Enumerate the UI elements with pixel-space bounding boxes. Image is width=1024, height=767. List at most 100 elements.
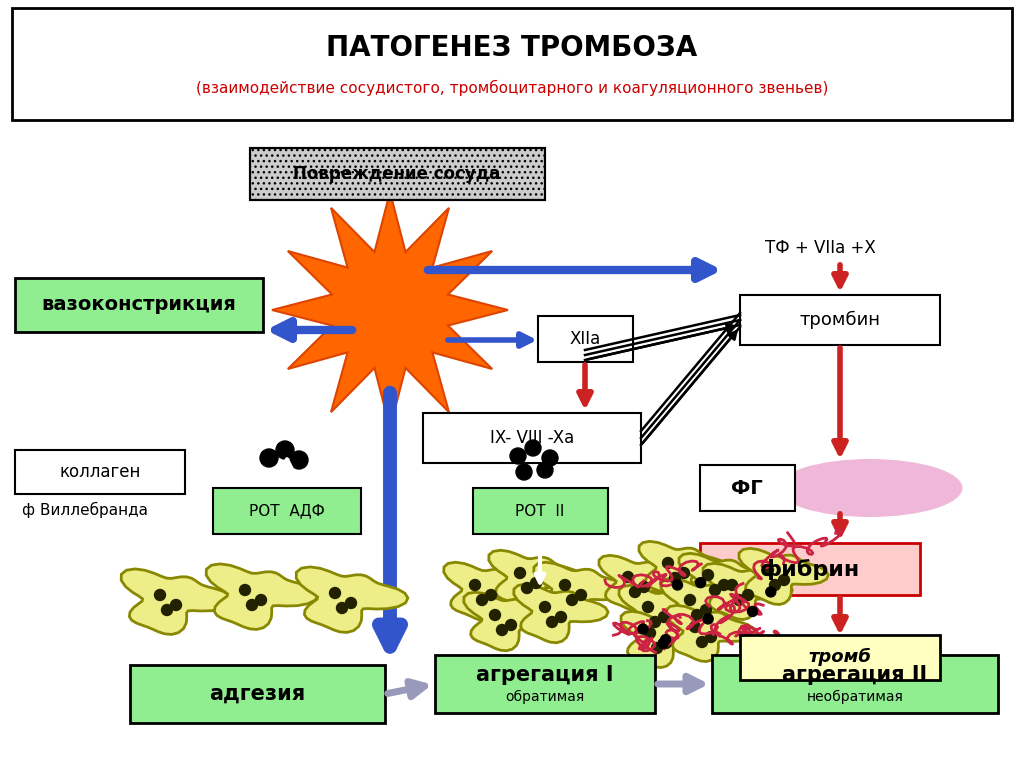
Circle shape [256, 594, 266, 605]
Polygon shape [296, 567, 408, 633]
Text: ПАТОГЕНЕЗ ТРОМБОЗА: ПАТОГЕНЕЗ ТРОМБОЗА [327, 34, 697, 62]
Circle shape [651, 643, 663, 653]
Circle shape [766, 587, 776, 597]
Circle shape [489, 610, 501, 621]
Bar [15, 278, 263, 332]
Ellipse shape [777, 459, 963, 517]
Text: тромб: тромб [809, 648, 871, 666]
Circle shape [696, 637, 708, 647]
Circle shape [769, 580, 780, 591]
Circle shape [506, 620, 516, 630]
Text: вазоконстрикция: вазоконстрикция [42, 295, 237, 314]
Text: тромбин: тромбин [800, 311, 881, 329]
Circle shape [673, 580, 682, 590]
Circle shape [559, 580, 570, 591]
Circle shape [663, 558, 674, 568]
Circle shape [706, 631, 717, 643]
Circle shape [763, 565, 773, 575]
Circle shape [530, 578, 542, 588]
Bar [700, 543, 920, 595]
Circle shape [276, 441, 294, 459]
Bar [435, 655, 655, 713]
Bar [130, 665, 385, 723]
Circle shape [516, 464, 532, 480]
Text: ФГ: ФГ [731, 479, 763, 498]
Circle shape [658, 611, 670, 623]
Circle shape [695, 578, 706, 588]
Bar [712, 655, 998, 713]
Polygon shape [702, 563, 793, 620]
Text: ф Виллебранда: ф Виллебранда [22, 502, 148, 518]
Bar [700, 465, 795, 511]
Polygon shape [272, 192, 508, 428]
Text: РОТ  АДФ: РОТ АДФ [249, 503, 325, 518]
Circle shape [638, 624, 648, 634]
Text: адгезия: адгезия [209, 684, 305, 704]
Circle shape [700, 604, 712, 615]
Circle shape [702, 570, 714, 581]
Circle shape [247, 600, 257, 611]
Polygon shape [514, 584, 608, 643]
Bar [213, 488, 361, 534]
Circle shape [710, 584, 721, 595]
Circle shape [547, 617, 557, 627]
Circle shape [337, 603, 347, 614]
Circle shape [155, 590, 166, 601]
Text: РОТ  II: РОТ II [515, 503, 564, 518]
Circle shape [162, 604, 172, 615]
Circle shape [703, 614, 713, 624]
Polygon shape [206, 564, 317, 630]
Polygon shape [660, 578, 751, 634]
Circle shape [260, 449, 278, 467]
Circle shape [485, 590, 497, 601]
Circle shape [748, 607, 758, 617]
Text: коллаген: коллаген [59, 463, 140, 481]
Circle shape [525, 440, 541, 456]
Circle shape [689, 621, 700, 633]
Circle shape [540, 601, 551, 613]
Circle shape [537, 462, 553, 478]
Bar [250, 148, 545, 200]
Circle shape [649, 617, 660, 627]
Bar [740, 635, 940, 680]
Text: фибрин: фибрин [760, 558, 860, 580]
Circle shape [521, 582, 532, 594]
Bar [740, 295, 940, 345]
Polygon shape [488, 550, 583, 609]
Circle shape [330, 588, 341, 598]
Circle shape [555, 611, 566, 623]
Circle shape [778, 574, 790, 585]
Circle shape [630, 587, 640, 597]
Circle shape [684, 594, 695, 605]
Polygon shape [534, 562, 628, 621]
Circle shape [642, 601, 653, 613]
Bar [473, 488, 608, 534]
Circle shape [726, 580, 737, 591]
Text: обратимая: обратимая [506, 690, 585, 704]
Text: агрегация I: агрегация I [476, 665, 613, 685]
Circle shape [670, 572, 681, 584]
Polygon shape [739, 548, 828, 604]
Circle shape [623, 571, 634, 582]
Circle shape [240, 584, 251, 595]
Text: ТФ + VIIa +X: ТФ + VIIa +X [765, 239, 876, 257]
Circle shape [691, 610, 702, 621]
Polygon shape [618, 585, 709, 641]
Circle shape [660, 637, 672, 649]
Circle shape [733, 594, 744, 605]
Circle shape [719, 580, 729, 591]
Polygon shape [621, 611, 711, 667]
Circle shape [290, 451, 308, 469]
Bar [538, 316, 633, 362]
Circle shape [497, 624, 508, 636]
Text: необратимая: необратимая [807, 690, 903, 704]
Circle shape [575, 590, 587, 601]
Circle shape [476, 594, 487, 605]
Circle shape [566, 594, 578, 605]
Circle shape [660, 634, 671, 644]
Circle shape [510, 448, 526, 464]
Polygon shape [464, 592, 558, 650]
Polygon shape [666, 605, 756, 661]
Circle shape [542, 450, 558, 466]
Circle shape [679, 568, 689, 578]
